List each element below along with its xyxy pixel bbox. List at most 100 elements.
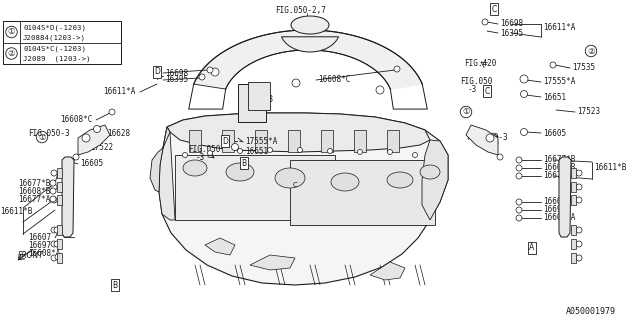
Circle shape xyxy=(207,67,213,73)
Polygon shape xyxy=(57,225,62,235)
Circle shape xyxy=(109,109,115,115)
Polygon shape xyxy=(571,253,576,263)
Polygon shape xyxy=(57,239,62,249)
Polygon shape xyxy=(250,255,295,270)
Polygon shape xyxy=(194,30,422,89)
Circle shape xyxy=(516,173,522,179)
Polygon shape xyxy=(159,113,448,285)
Circle shape xyxy=(497,154,503,160)
Circle shape xyxy=(516,207,522,213)
Bar xyxy=(321,130,333,152)
Text: 16611*A: 16611*A xyxy=(103,87,136,97)
Circle shape xyxy=(211,68,219,76)
Circle shape xyxy=(298,148,303,153)
Circle shape xyxy=(576,227,582,233)
Ellipse shape xyxy=(226,163,254,181)
Text: -3: -3 xyxy=(196,154,205,163)
Circle shape xyxy=(73,154,79,160)
Circle shape xyxy=(394,66,400,72)
Circle shape xyxy=(413,153,417,157)
Text: 16697: 16697 xyxy=(543,205,566,214)
Text: 16607: 16607 xyxy=(543,197,566,206)
Circle shape xyxy=(520,75,528,83)
Text: 16611*B: 16611*B xyxy=(594,164,627,172)
Circle shape xyxy=(328,148,333,154)
Circle shape xyxy=(51,227,57,233)
Text: FIG.420: FIG.420 xyxy=(464,60,497,68)
Text: 16677*A: 16677*A xyxy=(18,195,51,204)
Polygon shape xyxy=(205,238,235,255)
Text: 16628: 16628 xyxy=(107,130,130,139)
Circle shape xyxy=(516,157,522,163)
Circle shape xyxy=(576,241,582,247)
Text: B: B xyxy=(113,281,118,290)
Circle shape xyxy=(520,129,527,135)
Text: 16608*A: 16608*A xyxy=(543,213,575,222)
Circle shape xyxy=(358,149,362,155)
Circle shape xyxy=(486,134,494,142)
Text: 16698: 16698 xyxy=(165,68,188,77)
Polygon shape xyxy=(571,225,576,235)
Polygon shape xyxy=(559,157,571,237)
Text: 16608*A: 16608*A xyxy=(28,250,60,259)
Text: ②: ② xyxy=(246,91,253,100)
Text: FIG.050: FIG.050 xyxy=(188,146,220,155)
Text: 16605: 16605 xyxy=(80,159,103,169)
Circle shape xyxy=(182,153,188,157)
Text: 0104S*C(-1203): 0104S*C(-1203) xyxy=(23,46,86,52)
Circle shape xyxy=(576,170,582,176)
Text: ①: ① xyxy=(8,28,15,36)
Text: -3: -3 xyxy=(468,85,477,94)
Circle shape xyxy=(292,79,300,87)
Text: 16677*A: 16677*A xyxy=(543,172,575,180)
Polygon shape xyxy=(571,195,576,205)
Circle shape xyxy=(51,241,57,247)
Circle shape xyxy=(207,150,212,156)
Polygon shape xyxy=(571,168,576,178)
Bar xyxy=(387,130,399,152)
Text: 16611*B: 16611*B xyxy=(0,207,33,217)
Text: A050001979: A050001979 xyxy=(566,308,616,316)
Text: FIG.050: FIG.050 xyxy=(460,77,492,86)
Text: 16611*A: 16611*A xyxy=(543,23,575,33)
Ellipse shape xyxy=(183,160,207,176)
Text: ②: ② xyxy=(588,46,595,55)
Bar xyxy=(222,130,234,152)
Text: C: C xyxy=(492,4,497,13)
Circle shape xyxy=(516,165,522,171)
Circle shape xyxy=(516,199,522,205)
Polygon shape xyxy=(167,113,430,152)
Polygon shape xyxy=(57,195,62,205)
Circle shape xyxy=(51,255,57,261)
Text: FIG.050-2,7: FIG.050-2,7 xyxy=(275,5,326,14)
Text: 16395: 16395 xyxy=(165,76,188,84)
Circle shape xyxy=(82,134,90,142)
Text: 0104S*D(-1203): 0104S*D(-1203) xyxy=(23,25,86,31)
Circle shape xyxy=(387,149,392,155)
Text: 16608*B: 16608*B xyxy=(543,164,575,172)
Ellipse shape xyxy=(331,173,359,191)
Text: B: B xyxy=(241,158,246,167)
Circle shape xyxy=(576,197,582,203)
Bar xyxy=(288,130,300,152)
Bar xyxy=(189,130,201,152)
Text: 16395: 16395 xyxy=(500,28,523,37)
Polygon shape xyxy=(466,125,498,155)
Text: 17555*A: 17555*A xyxy=(543,77,575,86)
Circle shape xyxy=(376,86,384,94)
Circle shape xyxy=(51,170,57,176)
Text: 17522: 17522 xyxy=(90,142,113,151)
Circle shape xyxy=(576,255,582,261)
Text: FRONT: FRONT xyxy=(18,251,44,260)
Text: D: D xyxy=(222,137,228,146)
Circle shape xyxy=(50,180,56,186)
Polygon shape xyxy=(62,157,74,237)
Ellipse shape xyxy=(275,168,305,188)
Bar xyxy=(248,82,270,110)
Text: 16698: 16698 xyxy=(500,20,523,28)
Circle shape xyxy=(516,215,522,221)
Text: 16605: 16605 xyxy=(543,129,566,138)
Text: ②: ② xyxy=(8,49,15,58)
Text: 16677*B: 16677*B xyxy=(543,156,575,164)
Circle shape xyxy=(268,148,273,153)
